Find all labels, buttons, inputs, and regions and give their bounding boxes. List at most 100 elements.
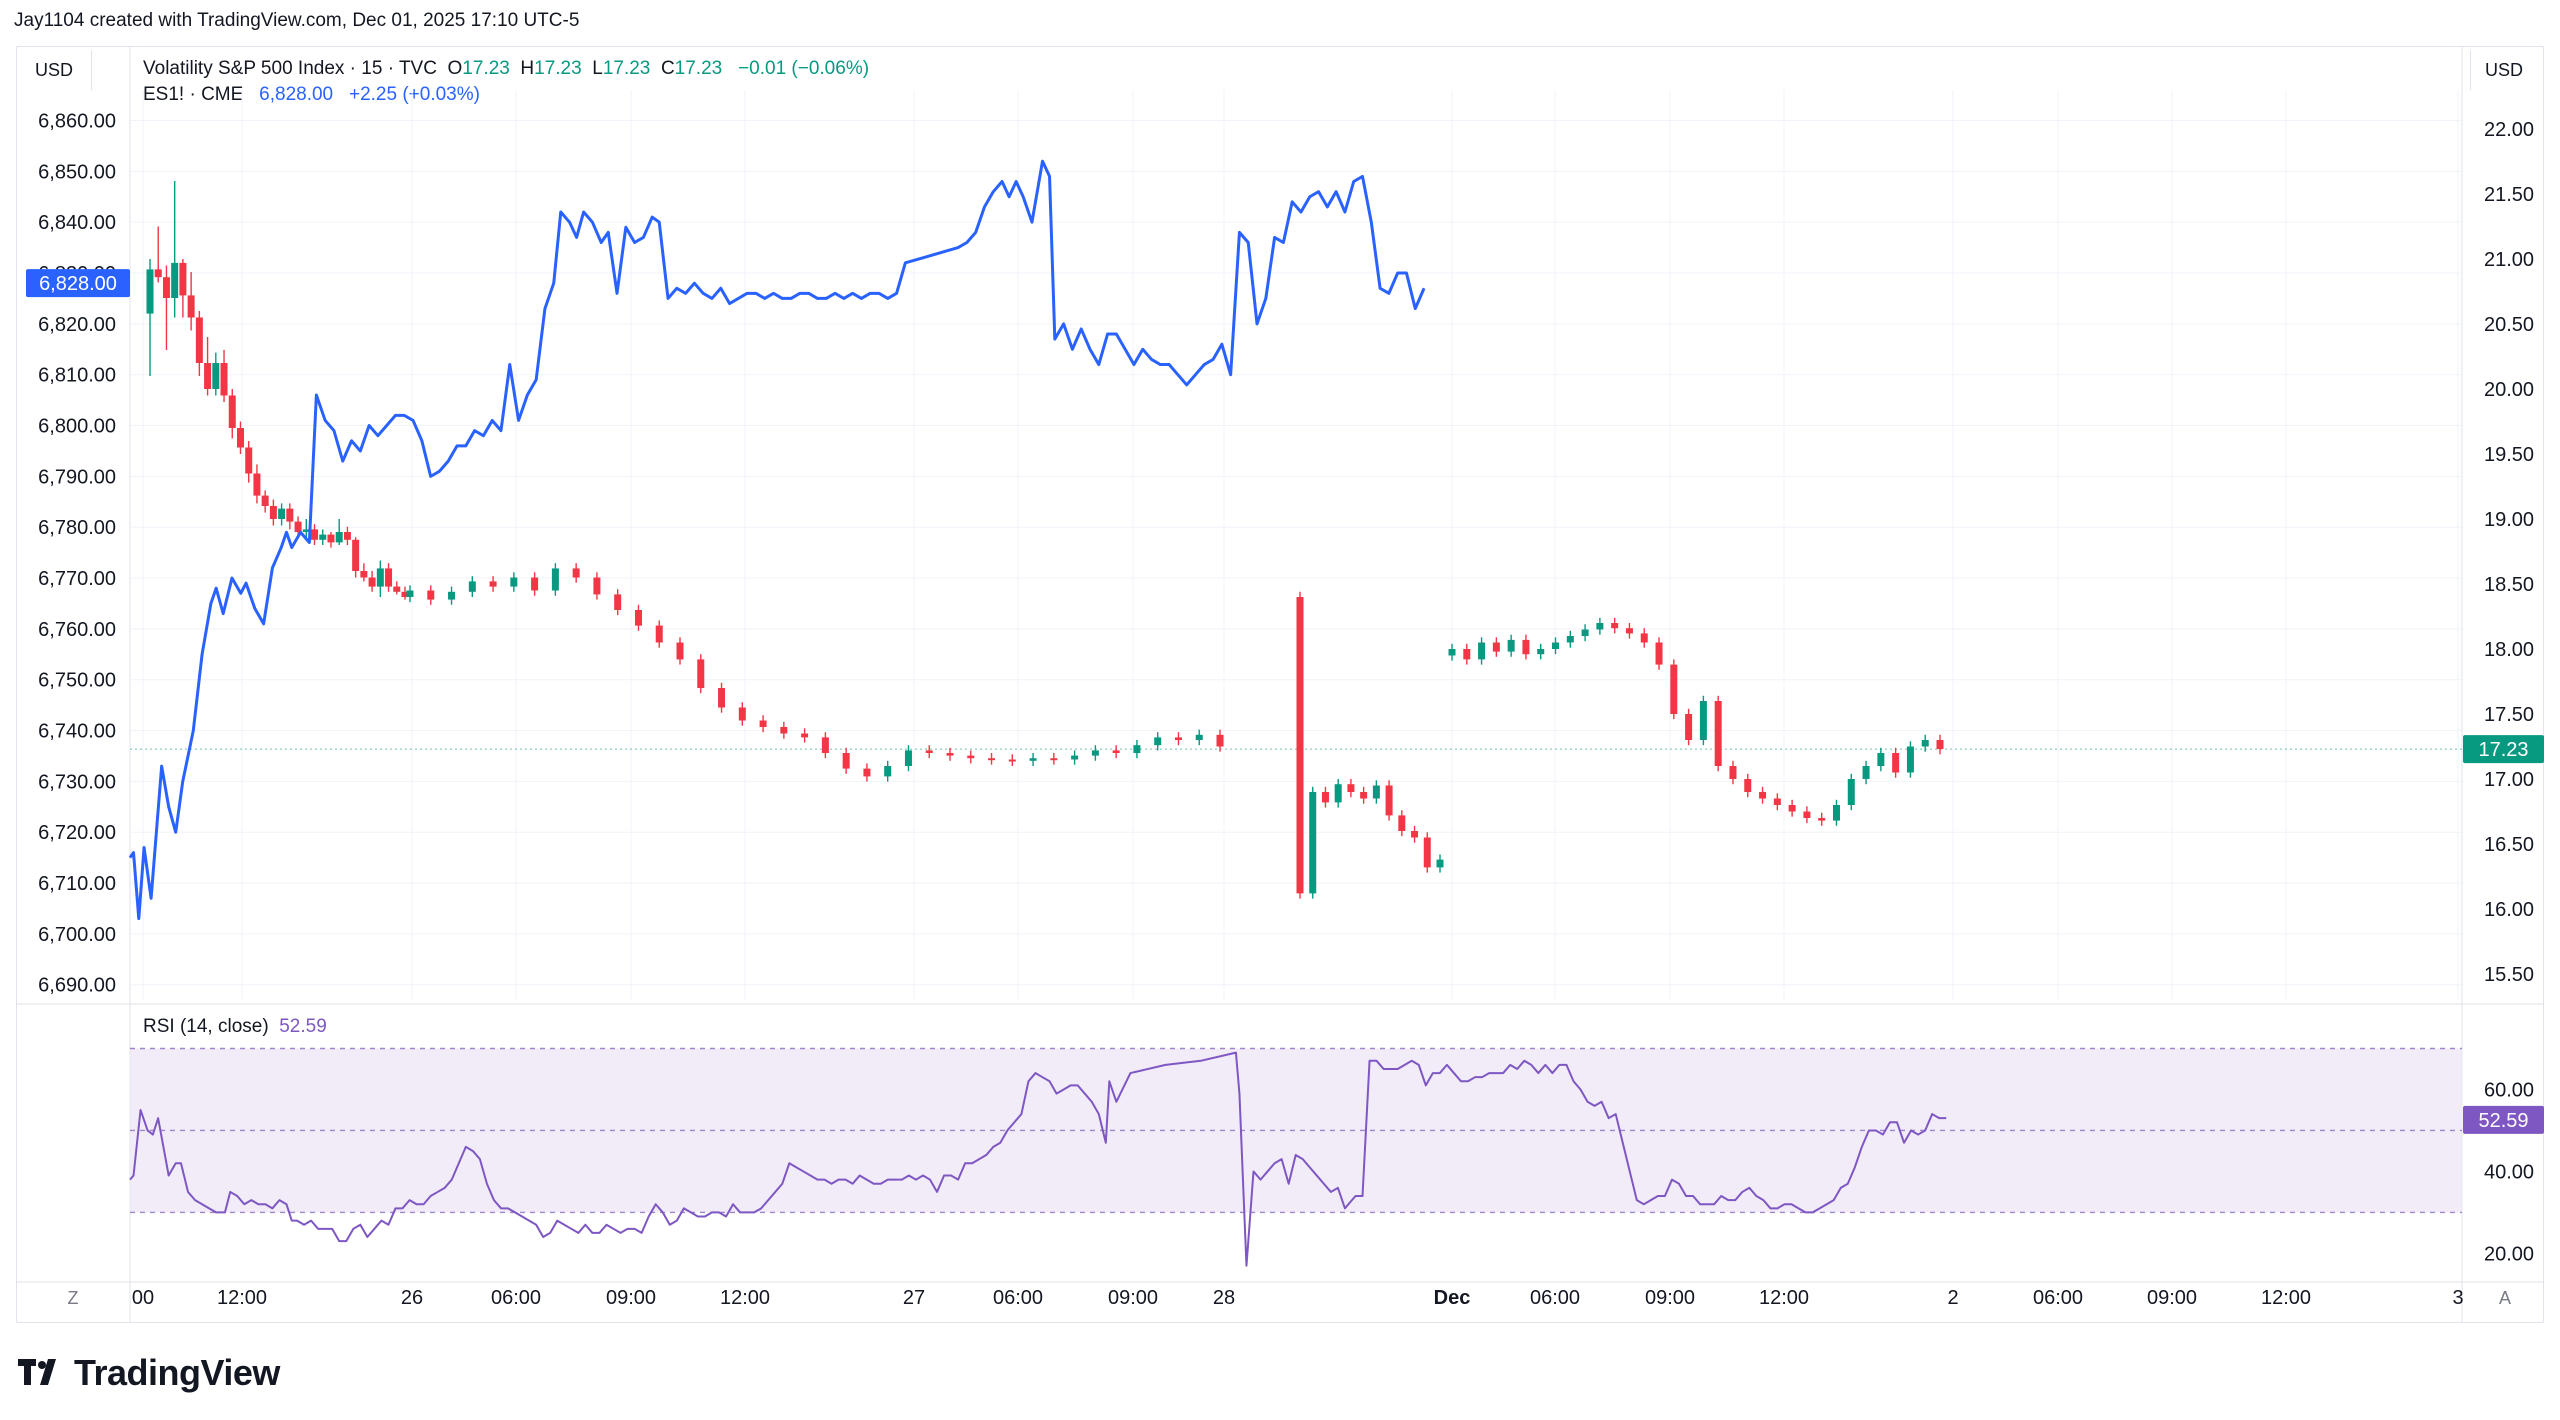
vix-candle <box>1091 750 1099 756</box>
vix-candle <box>801 733 809 738</box>
vix-candle <box>1892 753 1900 773</box>
vix-candle <box>1714 701 1722 766</box>
vix-candle <box>738 707 746 721</box>
rsi-last-badge-bg <box>2463 1105 2544 1134</box>
time-axis-tick-label: 26 <box>401 1287 423 1309</box>
time-axis-tick-label: 09:00 <box>1645 1287 1695 1309</box>
vix-candle <box>1071 755 1079 760</box>
vix-candle <box>236 428 244 448</box>
vix-candle <box>1552 642 1560 649</box>
vix-candle <box>1818 818 1826 821</box>
es-axis-tick-label: 6,840.00 <box>38 212 116 234</box>
vix-candle <box>327 534 335 543</box>
es-axis-tick-label: 6,770.00 <box>38 568 116 590</box>
es-axis-tick-label: 6,850.00 <box>38 161 116 183</box>
vix-candle <box>697 659 705 688</box>
vix-axis-tick-label: 16.50 <box>2484 834 2534 856</box>
vix-candle <box>1803 811 1811 818</box>
tradingview-brand[interactable]: TradingView <box>18 1352 280 1394</box>
time-axis-tick-label: 12:00 <box>1759 1287 1809 1309</box>
vix-candle <box>179 262 187 296</box>
rsi-axis-tick-label: 60.00 <box>2484 1079 2534 1101</box>
vix-last-badge-text: 17.23 <box>2478 739 2528 761</box>
vix-candle <box>489 581 497 587</box>
vix-candle <box>967 755 975 759</box>
legend-vix-row[interactable]: Volatility S&P 500 Index · 15 · TVC O17.… <box>143 56 869 82</box>
vix-candle <box>1862 766 1870 779</box>
vix-axis-tick-label: 21.50 <box>2484 184 2534 206</box>
tradingview-brand-name: TradingView <box>74 1352 280 1393</box>
vix-candle <box>1296 597 1304 894</box>
es-axis-tick-label: 6,740.00 <box>38 721 116 743</box>
right-currency-button[interactable]: USD <box>2470 50 2538 90</box>
vix-candle <box>1133 745 1141 753</box>
rsi-axis-tick-label: 20.00 <box>2484 1243 2534 1265</box>
vix-candle <box>1847 779 1855 805</box>
vix-candle <box>294 521 302 532</box>
time-axis-tick-label: 2 <box>1947 1287 1958 1309</box>
time-axis-tick-label: 00 <box>132 1287 154 1309</box>
vix-axis-tick-label: 17.00 <box>2484 769 2534 791</box>
legend-close-value: 17.23 <box>674 58 723 79</box>
vix-candle <box>634 610 642 626</box>
vix-candle <box>1195 734 1203 740</box>
legend-es-name: ES1! · CME <box>143 84 244 105</box>
vix-candle <box>468 581 476 592</box>
vix-candle <box>1670 664 1678 714</box>
rsi-legend-value: 52.59 <box>279 1016 327 1037</box>
left-currency-button[interactable]: USD <box>17 50 93 90</box>
vix-candle <box>1492 642 1500 652</box>
vix-candle <box>195 317 203 363</box>
legend-vix-change: −0.01 (−0.06%) <box>738 58 870 79</box>
vix-candle <box>531 577 539 591</box>
time-axis-tick-label: Dec <box>1434 1287 1471 1309</box>
chart-legend: Volatility S&P 500 Index · 15 · TVC O17.… <box>143 56 869 108</box>
es-axis-tick-label: 6,750.00 <box>38 670 116 692</box>
vix-candle <box>759 720 767 727</box>
vix-candle <box>154 269 162 278</box>
vix-candle <box>1877 753 1885 766</box>
time-axis-tick-label: 06:00 <box>993 1287 1043 1309</box>
vix-candle <box>1112 750 1120 753</box>
vix-candle <box>1611 623 1619 629</box>
vix-candle <box>171 262 179 298</box>
vix-candle <box>572 568 580 578</box>
vix-candle <box>253 473 261 496</box>
vix-candle <box>220 363 228 396</box>
rsi-axis-tick-label: 40.00 <box>2484 1161 2534 1183</box>
legend-es-change: +2.25 (+0.03%) <box>348 84 480 105</box>
legend-vix-name: Volatility S&P 500 Index · 15 · TVC <box>143 58 437 79</box>
es-axis-tick-label: 6,790.00 <box>38 466 116 488</box>
vix-candle <box>245 447 253 474</box>
vix-candle <box>1385 785 1393 816</box>
vix-candle <box>510 577 518 587</box>
es-series-line <box>128 159 1426 921</box>
vix-candle <box>1773 798 1781 805</box>
auto-scale-button[interactable]: A <box>2499 1288 2511 1308</box>
legend-es-row[interactable]: ES1! · CME 6,828.00 +2.25 (+0.03%) <box>143 82 869 108</box>
vix-candle <box>1699 701 1707 740</box>
vix-candle <box>187 295 195 318</box>
time-axis-tick-label: 09:00 <box>2147 1287 2197 1309</box>
vix-candle <box>925 750 933 753</box>
legend-low-value: 17.23 <box>602 58 651 79</box>
vix-candle <box>1537 649 1545 655</box>
vix-last-badge-bg <box>2463 735 2544 764</box>
time-axis-tick-label: 06:00 <box>1530 1287 1580 1309</box>
vix-candle <box>343 532 351 540</box>
vix-candle <box>1154 737 1162 746</box>
vix-candle <box>228 395 236 428</box>
vix-candle <box>286 508 294 522</box>
es-last-badge-bg <box>26 269 130 298</box>
zoom-auto-left-button[interactable]: Z <box>68 1288 79 1308</box>
vix-candle <box>614 594 622 610</box>
time-axis-tick-label: 12:00 <box>720 1287 770 1309</box>
vix-candle <box>1463 649 1471 660</box>
rsi-legend-name: RSI (14, close) <box>143 1016 269 1037</box>
vix-candle <box>1436 859 1444 868</box>
es-axis-tick-label: 6,720.00 <box>38 822 116 844</box>
rsi-legend[interactable]: RSI (14, close) 52.59 <box>143 1016 327 1038</box>
es-axis-tick-label: 6,800.00 <box>38 416 116 438</box>
vix-candle <box>448 591 456 600</box>
